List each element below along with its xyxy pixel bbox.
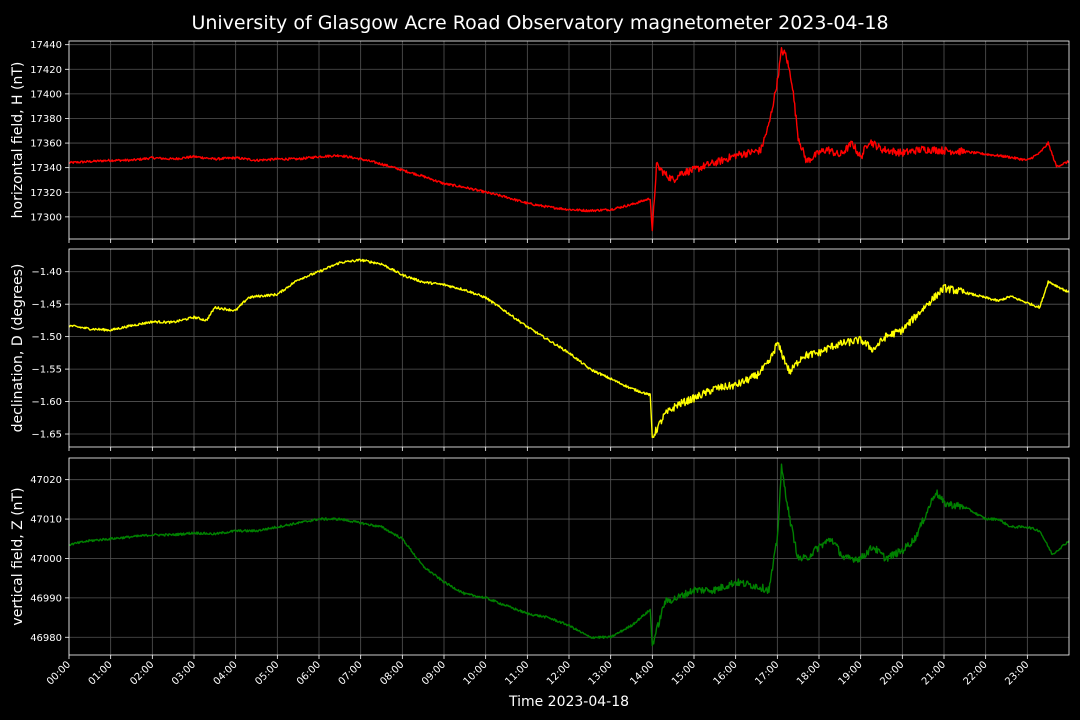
y-tick-label: 17360 — [30, 139, 62, 150]
y-tick-label: 17340 — [30, 163, 62, 174]
panel-frame — [68, 248, 1070, 448]
panel-3: 46980 46990 47000 47010 47020 vertical field,… — [10, 457, 1070, 659]
y-tick-label: 47010 — [30, 515, 62, 526]
y-tick-label: −1.45 — [31, 300, 62, 311]
panel-frame — [68, 40, 1070, 240]
series-line-3 — [68, 463, 1070, 647]
y-tick-label: 47000 — [30, 554, 62, 565]
y-tick-label: −1.40 — [31, 267, 62, 278]
y-tick-label: −1.60 — [31, 397, 62, 408]
series-line-1 — [68, 47, 1070, 232]
y-tick-label: 47020 — [30, 475, 62, 486]
y-tick-label: −1.55 — [31, 365, 62, 376]
panel-2: −1.65 −1.60 −1.55 −1.50 −1.45 −1.40 declinatio… — [10, 248, 1070, 451]
y-tick-label: −1.65 — [31, 430, 62, 441]
y-tick-label: 17300 — [30, 212, 62, 223]
panel-frame — [68, 457, 1070, 656]
y-tick-label: 46980 — [30, 633, 62, 644]
panel-1: 17300 17320 17340 17360 17380 17400 17420 17440… — [10, 40, 1070, 243]
y-tick-label: 17440 — [30, 40, 62, 51]
y-tick-label: 17380 — [30, 114, 62, 125]
panels-group: 17300 17320 17340 17360 17380 17400 17420 17440… — [10, 40, 1070, 659]
chart-title: University of Glasgow Acre Road Observat… — [191, 12, 888, 34]
y-tick-label: 46990 — [30, 593, 62, 604]
y-tick-label: 17400 — [30, 89, 62, 100]
y-axis-label: vertical field, Z (nT) — [10, 487, 26, 625]
y-axis-label: declination, D (degrees) — [10, 264, 26, 433]
x-axis-label: Time 2023-04-18 — [508, 694, 629, 710]
y-tick-label: 17420 — [30, 65, 62, 76]
y-tick-label: −1.50 — [31, 332, 62, 343]
y-tick-label: 17320 — [30, 188, 62, 199]
series-line-2 — [68, 258, 1070, 439]
y-axis-label: horizontal field, H (nT) — [10, 62, 26, 219]
